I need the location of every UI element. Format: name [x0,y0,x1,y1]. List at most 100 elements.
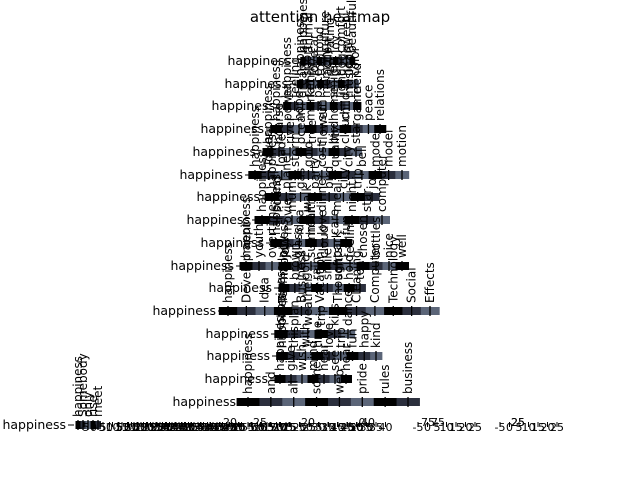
x-tick-label: 5 [516,421,523,434]
column-label: cloud [317,226,331,259]
x-tick-label: 75 [229,421,243,434]
row-label: happiness [200,235,264,250]
column-label: brown [288,243,302,280]
x-tick-label: 20 [541,421,555,434]
column-label: meal [330,182,344,212]
column-label: happiness [248,106,262,167]
heatmap-panel: happinesshappinessthiswithtimelovetripfu… [206,287,383,363]
column-label: rules [378,364,392,394]
row-label: happiness [208,280,272,295]
column-label: gift [327,56,341,76]
column-label: sport [300,45,314,76]
column-label: youth [252,224,266,258]
column-label: feeling [288,57,302,98]
x-tick-label: 20 [301,416,315,429]
column-label: happiness [241,333,255,394]
column-label: happiness [71,356,85,417]
x-tick-label: 10 [522,421,536,434]
column-label: soft [331,257,345,280]
column-label: cloud [338,112,352,145]
column-label: park [330,231,344,258]
x-tick-label: 5 [150,421,157,434]
column-label: tea [353,261,367,280]
x-tick-label: 0 [258,421,265,434]
column-label: car [307,34,321,53]
column-label: pace [311,69,325,98]
column-label: Business [294,250,308,303]
column-label: well [395,234,409,258]
column-label: computer [375,154,389,212]
column-label: happiness [275,287,289,348]
x-tick-label: -5 [247,421,258,434]
heatmap-panel: happinesshappinessmovieideahealthlovecar… [200,174,353,250]
row-label: happiness [170,258,234,273]
x-tick-label: 0 [424,421,431,434]
column-label: care [327,209,341,235]
column-label: overtime [265,204,279,258]
column-label: friend [350,63,364,98]
column-label: Tower [261,132,275,168]
x-tick-label: -5 [295,421,306,434]
x-tick-label: 25 [184,421,198,434]
column-label: happiness [277,219,291,280]
x-tick-label: 5 [268,421,275,434]
x-tick-label: 20 [293,421,307,434]
heatmap-panel: happinesshappinesspowerhopemarketsunhome… [200,60,387,136]
x-tick-label: 0 [359,416,366,429]
column-label: Social [405,267,419,303]
column-label: pride [355,363,369,394]
x-tick-label: 10 [156,421,170,434]
x-tick-label: 0 [238,421,245,434]
x-tick-label: 15 [263,421,277,434]
column-label: dance [341,289,355,326]
column-label: star [349,121,363,144]
column-label: city [336,167,350,189]
column-label: hope [292,91,306,121]
x-tick-label: 5 [116,421,123,434]
column-label: chosen [356,215,370,258]
column-label: happiness [255,151,269,212]
x-tick-label: 35 [203,421,217,434]
column-label: star [360,189,374,212]
column-label: feeling [343,217,357,258]
column-label: happy [357,311,371,348]
column-label: Effects [423,262,437,303]
x-tick-label: 55 [191,421,205,434]
column-label: mode [368,133,382,167]
heatmap-panel: happinesshappinessanimalcarfoodculturera… [227,0,359,68]
column-label: hear [339,344,353,371]
column-label: some [310,361,324,394]
x-tick-label: 70 [220,421,234,434]
x-tick-label: 25 [302,421,316,434]
x-tick-label: -5 [413,421,424,434]
x-tick-label: 25 [468,421,482,434]
row-label: happiness [186,212,250,227]
column-label: bird [322,166,336,189]
column-label: health [304,197,318,235]
column-label: kind [369,322,383,348]
x-tick-label: 25 [511,416,525,429]
row-label: happiness [200,121,264,136]
x-tick-label: 15 [531,421,545,434]
column-label: city [342,145,356,167]
x-tick-label: 0 [140,421,147,434]
column-label: relations [373,69,387,121]
column-label: game [350,87,364,121]
column-label: see [328,350,342,371]
column-label: Technology [386,236,400,304]
column-label: joy [278,240,292,259]
x-tick-label: 30 [360,421,374,434]
column-label: Computer [368,243,382,303]
heatmap-panels: happinesshappinessanimalcarfoodculturera… [2,0,440,432]
row-label: happiness [2,417,66,432]
x-tick-label: 30 [144,421,158,434]
column-label: planet [279,151,293,189]
column-label: peace [361,85,375,121]
x-tick-label: 0 [188,421,195,434]
column-label: gold [301,141,315,167]
column-label: ocean [294,108,308,144]
x-tick-label: -5 [129,421,140,434]
column-label: comfort [334,6,348,53]
row-label: happiness [196,189,260,204]
